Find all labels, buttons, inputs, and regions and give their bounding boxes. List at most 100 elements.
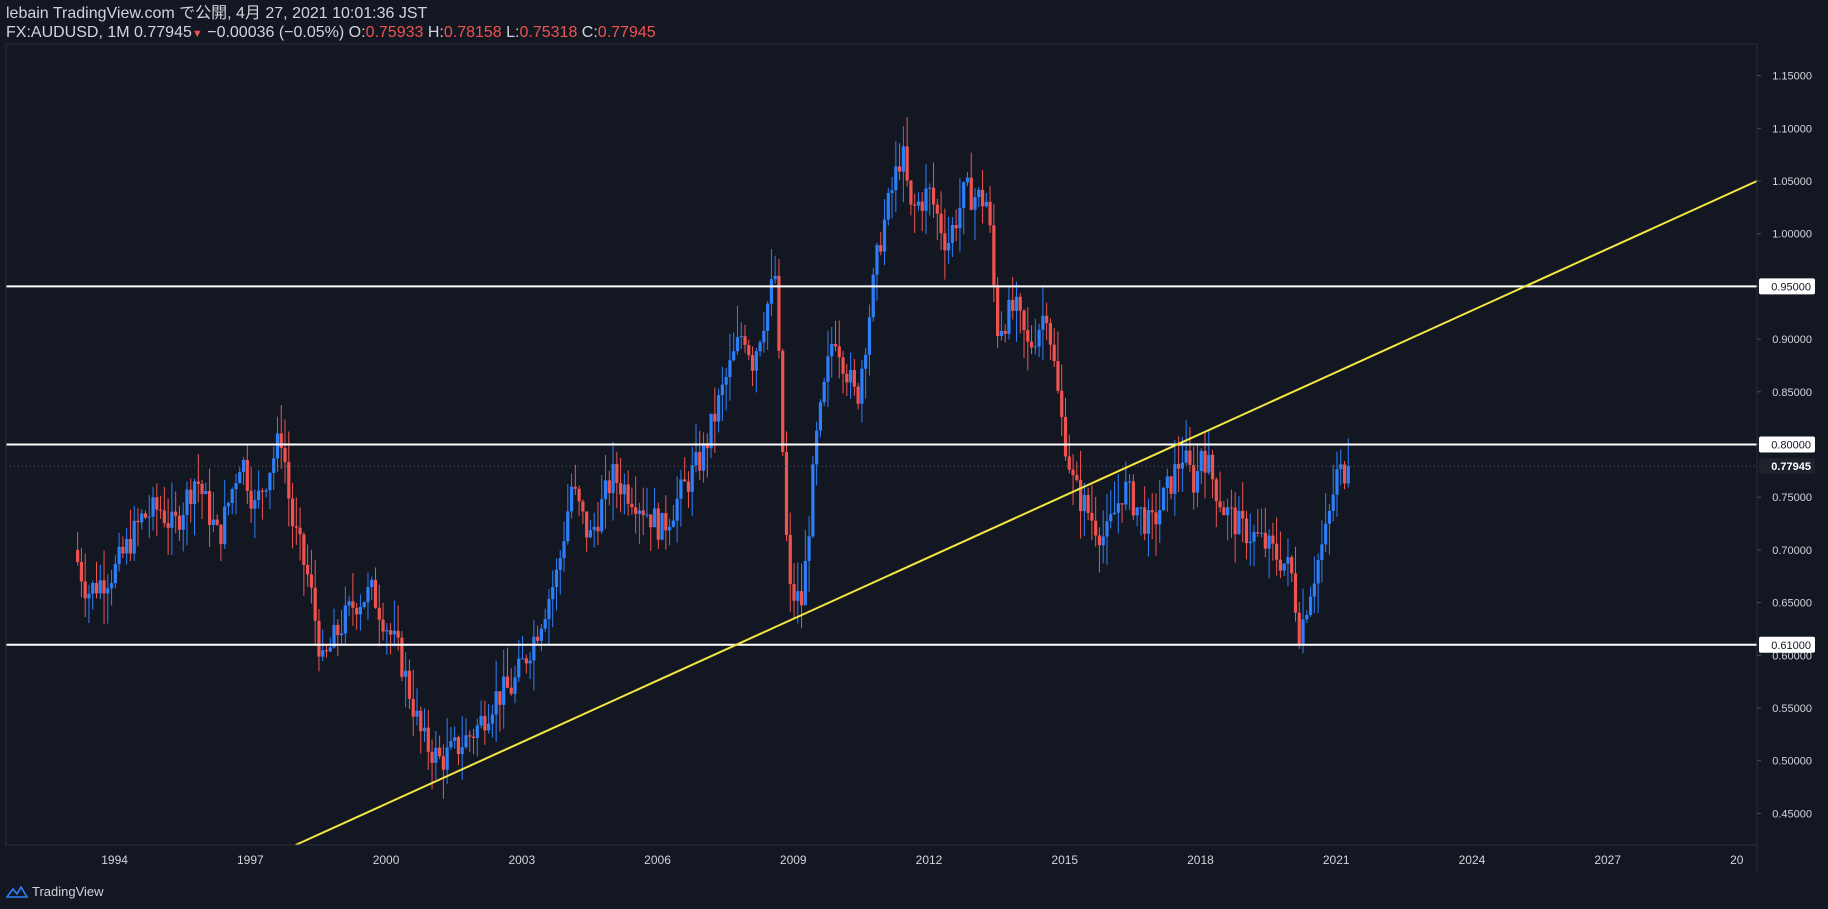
candle-body — [388, 630, 393, 635]
candle-body — [833, 343, 838, 347]
candle-body — [792, 584, 796, 601]
candle-body — [125, 538, 129, 554]
candle-body — [1241, 510, 1245, 519]
candle-body — [528, 660, 532, 664]
candle-body — [1003, 330, 1007, 334]
candle-body — [404, 670, 408, 677]
candle-body — [215, 519, 219, 525]
time-tick-label: 1997 — [237, 853, 264, 867]
candle-body — [1316, 559, 1320, 584]
candle-body — [211, 519, 215, 525]
candle-body — [128, 538, 133, 554]
time-tick-label: 2012 — [916, 853, 943, 867]
candle-body — [641, 510, 645, 516]
candle-body — [381, 619, 385, 632]
candle-body — [166, 523, 170, 528]
candle-body — [634, 507, 638, 514]
candle-body — [875, 245, 879, 275]
candle-body — [701, 443, 706, 471]
candle-body — [1127, 481, 1132, 483]
candle-body — [679, 479, 683, 499]
candle-body — [931, 187, 936, 205]
candle-body — [460, 747, 464, 755]
time-tick-label: 2009 — [780, 853, 807, 867]
candle-body — [302, 534, 306, 565]
candle-body — [456, 737, 461, 755]
candle-series — [76, 116, 1350, 799]
candle-body — [694, 452, 698, 466]
candle-body — [162, 510, 166, 524]
candle-body — [332, 624, 336, 648]
candle-body — [1346, 466, 1350, 484]
level-label-box — [1759, 636, 1815, 653]
candle-body — [1131, 481, 1135, 516]
tradingview-logo-icon — [6, 885, 28, 898]
candle-body — [943, 233, 947, 251]
candle-body — [698, 452, 702, 471]
candle-body — [257, 490, 261, 501]
level-labels: 0.95000 0.80000 0.61000 0.77945 — [1759, 278, 1815, 653]
candle-body — [894, 166, 898, 191]
candle-body — [83, 581, 87, 599]
candle-body — [279, 433, 283, 449]
time-axis[interactable]: 1994 1997 2000 2003 2006 2009 2012 2015 2018 2021… — [101, 853, 1744, 867]
candle-body — [1305, 614, 1309, 620]
candle-body — [807, 536, 811, 561]
trendline[interactable] — [295, 180, 1758, 846]
candle-body — [509, 687, 513, 694]
footer-branding[interactable]: TradingView — [6, 884, 104, 899]
candle-body — [909, 180, 913, 205]
candle-body — [306, 564, 310, 575]
candle-body — [487, 723, 491, 731]
candle-body — [1029, 341, 1034, 348]
candle-body — [841, 357, 845, 374]
candle-body — [1056, 361, 1060, 391]
level-label-text: 0.61000 — [1771, 640, 1811, 652]
candle-body — [177, 515, 182, 530]
candle-body — [1124, 481, 1128, 505]
candle-body — [524, 658, 528, 664]
candle-body — [468, 735, 472, 737]
candle-body — [253, 500, 257, 509]
candle-body — [1071, 469, 1075, 476]
candle-body — [954, 225, 958, 229]
symbol-label[interactable]: FX:AUDUSD, 1M — [6, 24, 130, 41]
candle-body — [113, 564, 117, 584]
candle-body — [1188, 450, 1192, 465]
candle-body — [777, 275, 781, 351]
level-label-text: 0.95000 — [1771, 281, 1811, 293]
candle-body — [664, 513, 668, 531]
candle-body — [852, 369, 856, 387]
candle-body — [245, 459, 249, 491]
candle-body — [871, 274, 875, 318]
candle-body — [449, 740, 453, 748]
candle-body — [1143, 507, 1147, 534]
candle-body — [668, 526, 672, 531]
candle-body — [151, 497, 155, 517]
candle-body — [1078, 479, 1083, 512]
candle-body — [230, 489, 234, 504]
candle-body — [848, 369, 853, 383]
candle-body — [683, 479, 687, 482]
candle-body — [815, 430, 819, 465]
candle-body — [1282, 563, 1286, 571]
time-tick-label: 2000 — [373, 853, 400, 867]
candle-body — [796, 591, 800, 601]
candle-body — [219, 524, 223, 545]
candle-body — [347, 601, 351, 606]
candle-body — [1165, 476, 1169, 488]
candle-body — [588, 530, 593, 538]
price-tick-label: 0.70000 — [1772, 545, 1812, 557]
candle-body — [143, 513, 148, 518]
last-price-label-text: 0.77945 — [1771, 461, 1811, 473]
close-label: C: — [581, 24, 598, 41]
candle-body — [1022, 310, 1026, 331]
candle-body — [1301, 619, 1305, 645]
candle-body — [419, 710, 423, 732]
candle-body — [1342, 464, 1347, 484]
candle-body — [1297, 612, 1301, 645]
candle-body — [671, 520, 675, 527]
candle-body — [901, 146, 905, 172]
candle-body — [502, 676, 506, 705]
